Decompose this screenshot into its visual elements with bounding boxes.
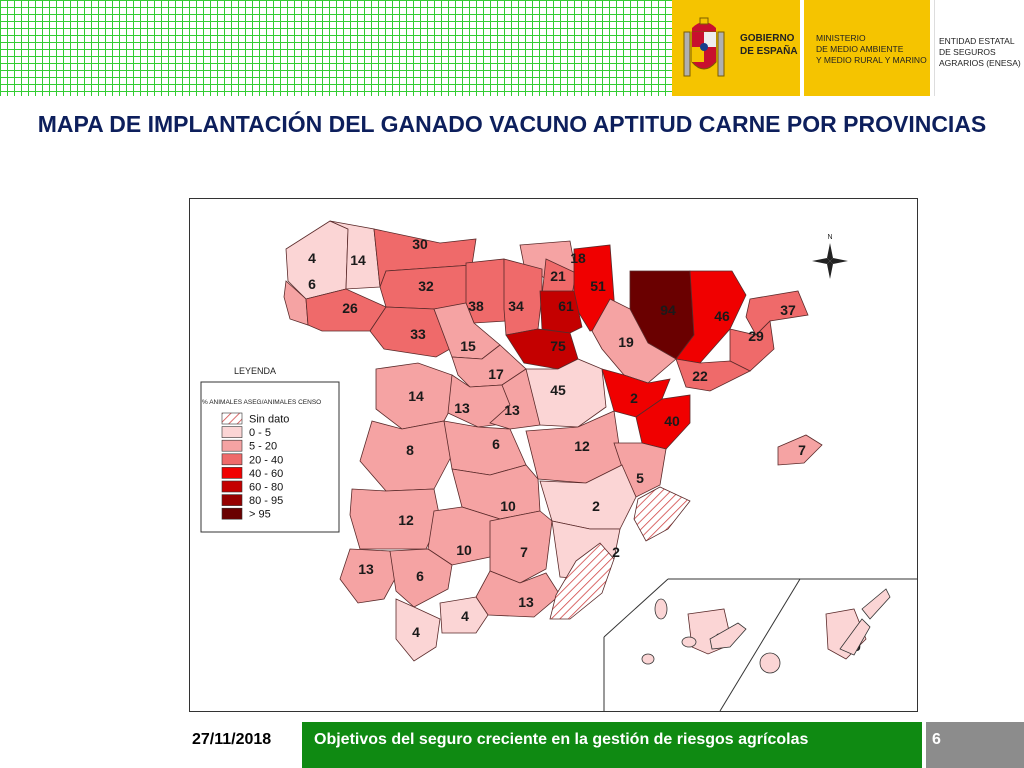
province-value-label: 4 [308,250,316,266]
legend-swatch [221,412,243,425]
province-value-label: 13 [358,561,374,577]
province-region [465,258,507,324]
gobierno-text: GOBIERNO DE ESPAÑA [740,33,798,57]
province-value-label: 26 [342,300,358,316]
province-value-label: 2 [592,498,600,514]
province-map: 4 14 30 18 6 32 21 51 26 38 34 61 94 46 37 33 15 75 19 29 17… [189,198,918,712]
province-region [539,290,583,334]
province-region [503,258,543,336]
province-value-label: 14 [350,252,366,268]
page-title: MAPA DE IMPLANTACIÓN DEL GANADO VACUNO A… [37,111,987,137]
province-value-label: 6 [416,568,424,584]
province-value-label: 13 [504,402,520,418]
province-value-label: 29 [748,328,764,344]
province-value-label: 2 [630,390,638,406]
province-region [675,270,747,364]
province-region [395,598,441,662]
legend-label: 80 - 95 [249,495,283,507]
page-number: 6 [932,731,941,748]
province-no-data [549,542,615,620]
province-region [329,220,381,290]
province-value-label: 40 [664,413,680,429]
province-value-label: 6 [308,276,316,292]
ministerio-text: MINISTERIO DE MEDIO AMBIENTE Y MEDIO RUR… [816,33,927,65]
province-value-label: 21 [550,268,566,284]
legend-swatch [221,453,243,466]
province-value-label: 12 [574,438,590,454]
province-value-label: 15 [460,338,476,354]
province-region [439,596,489,634]
province-value-label: 22 [692,368,708,384]
province-value-label: 75 [550,338,566,354]
province-value-label: 7 [798,442,806,458]
province-value-label: 13 [454,400,470,416]
svg-text:LEYENDA: LEYENDA [234,366,276,376]
province-region [777,434,823,466]
province-value-label: 13 [518,594,534,610]
legend-swatch [221,480,243,493]
province-value-label: 10 [456,542,472,558]
page-number-box: 6 [926,722,1024,768]
province-region [443,420,527,476]
province-value-label: 7 [520,544,528,560]
province-value-label: 10 [500,498,516,514]
province-region [283,280,309,326]
province-value-label: 4 [412,624,420,640]
province-value-label: 17 [488,366,504,382]
province-value-label: 18 [570,250,586,266]
legend-swatch [221,507,243,520]
province-value-label: 38 [468,298,484,314]
footer-subtitle: Objetivos del seguro creciente en la ges… [314,731,809,748]
province-value-label: 8 [406,442,414,458]
legend-label: Sin dato [249,414,289,426]
province-value-label: 12 [398,512,414,528]
legend-label: > 95 [249,509,271,521]
province-value-label: 61 [558,298,574,314]
province-value-label: 33 [410,326,426,342]
coat-of-arms-icon [683,17,725,77]
province-value-label: 51 [590,278,606,294]
legend-swatch [221,426,243,438]
province-value-label: 37 [780,302,796,318]
province-value-label: 34 [508,298,524,314]
province-value-label: 45 [550,382,566,398]
compass-rose-icon: N [812,234,848,279]
legend-label: 40 - 60 [249,468,283,480]
province-no-data [633,486,691,542]
province-value-label: 94 [660,302,676,318]
ministerio-logo: MINISTERIO DE MEDIO AMBIENTE Y MEDIO RUR… [804,0,930,96]
legend-label: 20 - 40 [249,454,283,466]
enesa-text: ENTIDAD ESTATAL DE SEGUROS AGRARIOS (ENE… [939,36,1021,68]
province-value-label: 6 [492,436,500,452]
svg-text:% ANIMALES ASEG/ANIMALES CENSO: % ANIMALES ASEG/ANIMALES CENSO [202,399,321,406]
legend-swatch [221,439,243,452]
province-value-label: 14 [408,388,424,404]
province-region [349,488,441,550]
legend-label: 0 - 5 [249,427,271,439]
province-value-label: 2 [612,544,620,560]
map-legend: LEYENDA % ANIMALES ASEG/ANIMALES CENSO S… [200,366,340,533]
gobierno-logo: GOBIERNO DE ESPAÑA [672,0,800,96]
province-value-label: 5 [636,470,644,486]
footer-bar: Objetivos del seguro creciente en la ges… [302,722,922,768]
svg-text:N: N [827,234,832,241]
footer-date: 27/11/2018 [192,731,272,748]
legend-swatch [221,494,243,506]
province-region [675,358,751,392]
province-value-label: 30 [412,236,428,252]
legend-label: 60 - 80 [249,482,283,494]
province-region [285,220,349,300]
legend-swatch [221,467,243,479]
province-value-label: 4 [461,608,469,624]
province-value-label: 46 [714,308,730,324]
header-grid-pattern [0,0,672,96]
enesa-logo: ENTIDAD ESTATAL DE SEGUROS AGRARIOS (ENE… [934,0,1024,96]
canary-islands [641,588,891,674]
province-region [389,548,453,608]
province-region [359,420,453,492]
province-value-label: 32 [418,278,434,294]
province-value-label: 19 [618,334,634,350]
legend-label: 5 - 20 [249,441,277,453]
